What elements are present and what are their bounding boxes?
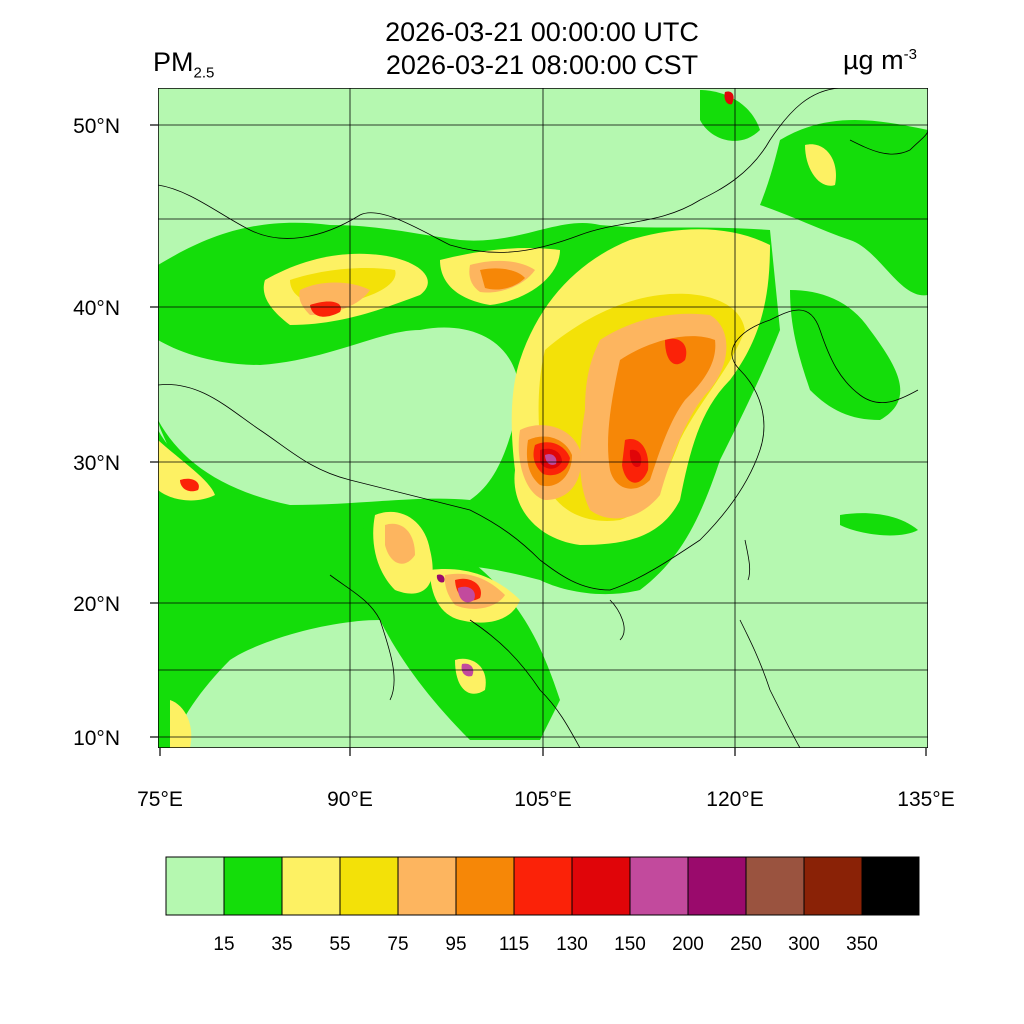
colorbar-label-250: 250 xyxy=(730,934,762,955)
lat-label-50n: 50°N xyxy=(73,115,120,138)
colorbar-label-15: 15 xyxy=(213,934,234,955)
colorbar-swatch-6 xyxy=(455,856,515,916)
unit-text: µg m xyxy=(843,45,904,75)
lon-label-120e: 120°E xyxy=(706,788,763,811)
map-plot-area xyxy=(158,88,928,748)
colorbar-label-150: 150 xyxy=(614,934,646,955)
colorbar-swatch-7 xyxy=(513,856,573,916)
colorbar-swatch-11 xyxy=(745,856,805,916)
lon-label-75e: 75°E xyxy=(137,788,183,811)
colorbar-label-35: 35 xyxy=(271,934,292,955)
title-local-time: 2026-03-21 08:00:00 CST xyxy=(385,50,699,80)
colorbar-label-300: 300 xyxy=(788,934,820,955)
unit-label: µg m-3 xyxy=(843,45,917,76)
colorbar-label-200: 200 xyxy=(672,934,704,955)
map-grid xyxy=(158,88,928,748)
variable-name: PM xyxy=(153,47,194,77)
colorbar-label-115: 115 xyxy=(499,934,529,955)
colorbar-label-95: 95 xyxy=(445,934,466,955)
colorbar-swatch-8 xyxy=(571,856,631,916)
lat-label-30n: 30°N xyxy=(73,452,120,475)
colorbar-swatch-2 xyxy=(223,856,283,916)
colorbar-swatch-1 xyxy=(165,856,225,916)
colorbar-label-350: 350 xyxy=(846,934,878,955)
pm-band-purple xyxy=(436,574,445,583)
boundary-lines xyxy=(158,88,928,748)
lat-label-10n: 10°N xyxy=(73,727,120,750)
colorbar-swatch-9 xyxy=(629,856,689,916)
lat-label-20n: 20°N xyxy=(73,593,120,616)
variable-subscript: 2.5 xyxy=(193,64,215,82)
colorbar-swatch-12 xyxy=(803,856,863,916)
lat-label-40n: 40°N xyxy=(73,297,120,320)
latitude-labels: 50°N 40°N 30°N 20°N 10°N xyxy=(73,115,120,750)
longitude-labels: 75°E 90°E 105°E 120°E 135°E xyxy=(137,788,955,811)
unit-superscript: -3 xyxy=(903,46,917,63)
colorbar-label-55: 55 xyxy=(329,934,350,955)
colorbar-label-130: 130 xyxy=(556,934,588,955)
lon-label-135e: 135°E xyxy=(897,788,954,811)
colorbar-swatch-4 xyxy=(339,856,399,916)
colorbar-swatch-5 xyxy=(397,856,457,916)
colorbar: 15 35 55 75 95 115 130 150 200 250 300 3… xyxy=(165,856,920,955)
colorbar-label-75: 75 xyxy=(387,934,408,955)
variable-label: PM2.5 xyxy=(153,47,214,81)
colorbar-swatch-3 xyxy=(281,856,341,916)
lon-label-105e: 105°E xyxy=(514,788,571,811)
lon-label-90e: 90°E xyxy=(327,788,373,811)
axis-ticks xyxy=(150,124,927,756)
title-utc: 2026-03-21 00:00:00 UTC xyxy=(385,17,699,47)
colorbar-swatch-10 xyxy=(687,856,747,916)
colorbar-swatch-13 xyxy=(861,856,920,916)
